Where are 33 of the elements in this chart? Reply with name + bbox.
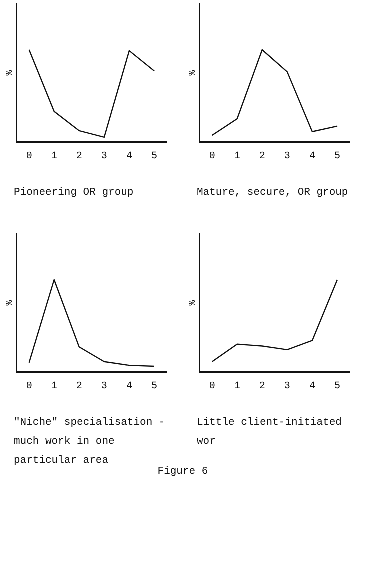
text: Mature, secure, OR group <box>196 186 350 201</box>
x-tick-label: 2 <box>259 382 266 393</box>
x-tick-label: 1 <box>234 152 240 163</box>
y-axis-title: % <box>4 300 15 306</box>
x-tick-label: 5 <box>151 152 158 163</box>
x-tick-label: 0 <box>209 152 216 163</box>
y-axis-title: % <box>188 300 198 306</box>
x-tick-label: 1 <box>234 382 240 393</box>
x-tick-label: 5 <box>334 152 340 163</box>
x-tick-label: 5 <box>151 382 158 393</box>
x-tick-label: 2 <box>259 152 266 163</box>
text: Little client-initiated wor <box>196 416 343 450</box>
x-tick-label: 4 <box>126 152 132 163</box>
x-tick-label: 0 <box>26 152 32 163</box>
y-axis-title: % <box>188 70 198 76</box>
x-tick-label: 1 <box>51 382 58 393</box>
x-tick-label: 3 <box>101 152 108 163</box>
x-tick-label: 3 <box>284 382 290 393</box>
x-tick-label: 3 <box>284 152 290 163</box>
x-tick-label: 1 <box>51 152 58 163</box>
x-tick-label: 0 <box>209 382 216 393</box>
text: "Niche" specialisation - much work in one particular area <box>14 417 166 467</box>
y-axis-title: % <box>4 70 15 76</box>
x-tick-label: 2 <box>76 152 82 163</box>
x-tick-label: 0 <box>26 382 32 393</box>
x-tick-label: 4 <box>309 382 316 393</box>
x-tick-label: 4 <box>126 382 132 393</box>
caption: Figure 6 <box>156 466 210 478</box>
x-tick-label: 2 <box>76 382 82 393</box>
text: Pioneering OR group <box>13 186 135 201</box>
x-tick-label: 4 <box>309 152 316 163</box>
x-tick-label: 5 <box>334 382 340 393</box>
x-tick-label: 3 <box>101 382 108 393</box>
